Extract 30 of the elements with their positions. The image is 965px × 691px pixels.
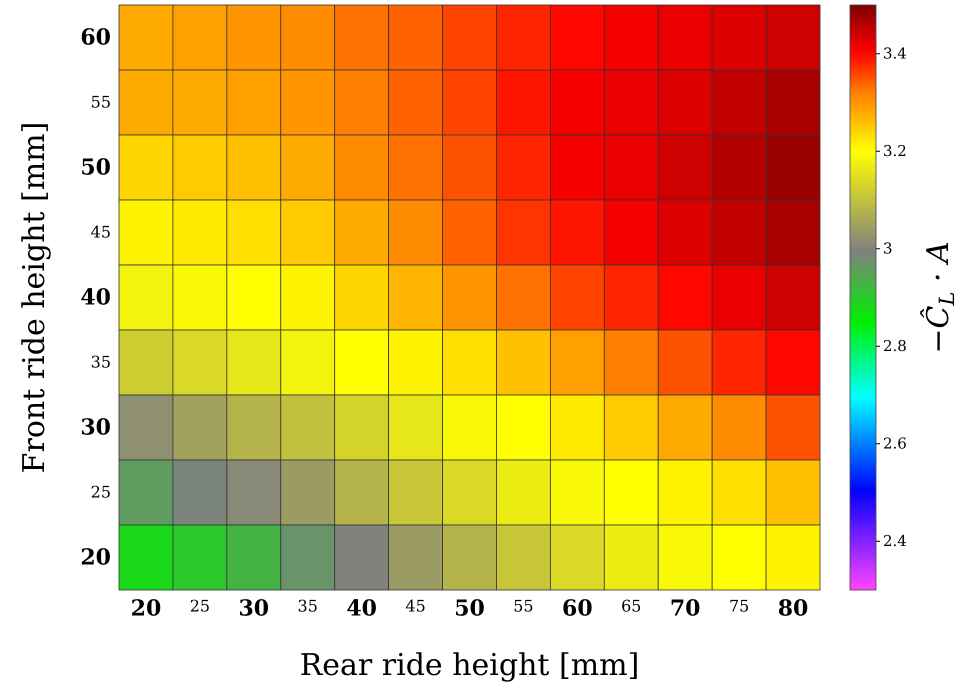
- y-tick-label: 25: [90, 482, 111, 502]
- x-tick-label: 65: [621, 596, 642, 616]
- x-tick-label: 75: [728, 596, 750, 616]
- color-bar-label: 3.4: [883, 44, 907, 63]
- y-tick-label: 35: [90, 352, 111, 372]
- y-axis-title: Front ride height [mm]: [17, 122, 52, 474]
- y-tick-label: 30: [80, 414, 111, 441]
- color-bar-label: 3.2: [883, 142, 907, 160]
- x-tick-label: 45: [405, 596, 426, 616]
- y-tick-label: 20: [80, 544, 111, 571]
- y-tick-label: 50: [80, 154, 111, 181]
- y-tick-label: 45: [90, 222, 111, 242]
- color-bar-label: 2.6: [883, 434, 907, 453]
- x-tick-label: 80: [778, 596, 808, 622]
- x-tick-label: 25: [190, 596, 210, 616]
- x-tick-label: 70: [670, 596, 701, 622]
- x-tick-label: 20: [130, 596, 162, 622]
- color-bar-label: 3: [883, 240, 893, 258]
- y-tick-label: 60: [80, 24, 111, 51]
- color-bar-label: 2.8: [883, 337, 907, 356]
- color-bar-label: 2.4: [883, 532, 907, 550]
- y-tick-label: 55: [90, 92, 111, 112]
- x-axis-title: Rear ride height [mm]: [300, 648, 640, 683]
- x-tick-label: 35: [298, 596, 318, 616]
- x-tick-label: 40: [346, 596, 377, 622]
- x-tick-label: 55: [513, 596, 534, 616]
- x-tick-label: 50: [454, 596, 485, 622]
- x-tick-label: 60: [562, 596, 593, 622]
- y-tick-label: 40: [80, 284, 111, 311]
- x-tick-label: 30: [238, 596, 270, 622]
